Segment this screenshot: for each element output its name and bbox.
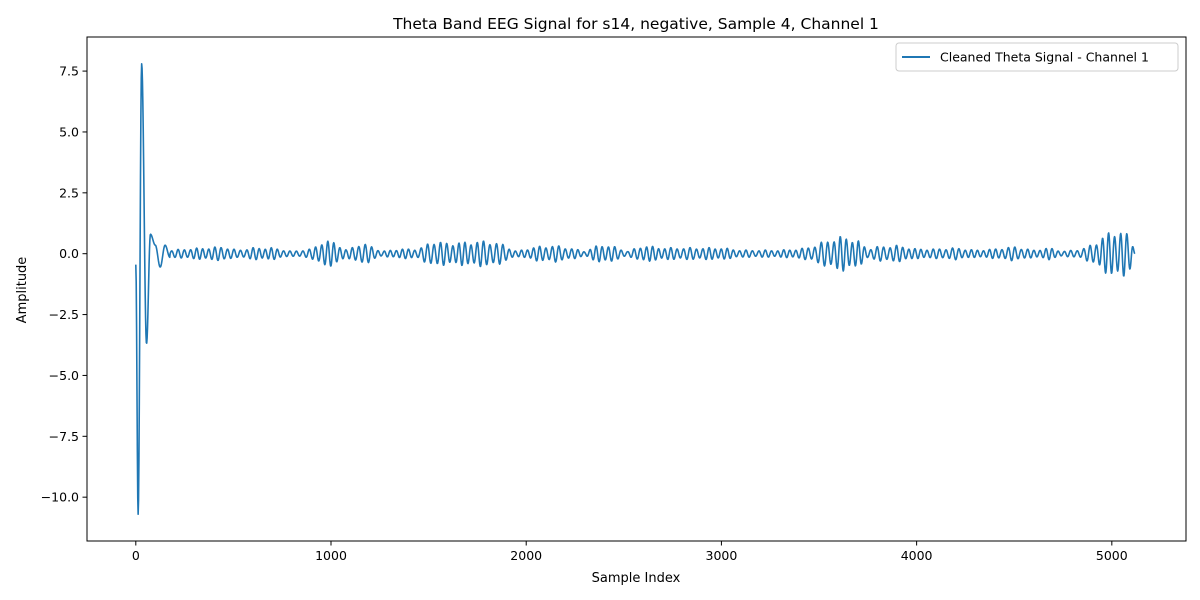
x-tick-label: 3000 (706, 548, 738, 563)
y-tick-label: 5.0 (59, 124, 79, 139)
x-tick-label: 2000 (510, 548, 542, 563)
y-tick-label: −2.5 (49, 307, 79, 322)
x-tick-label: 4000 (901, 548, 933, 563)
chart-title: Theta Band EEG Signal for s14, negative,… (392, 15, 879, 33)
y-tick-label: 0.0 (59, 246, 79, 261)
x-tick-label: 0 (132, 548, 140, 563)
x-tick-label: 5000 (1096, 548, 1128, 563)
legend: Cleaned Theta Signal - Channel 1 (895, 42, 1179, 72)
plot-area: 0 1000 2000 3000 4000 5000 −10.0 −7.5 −5.0 −2.5 0.… (41, 36, 1187, 563)
axes-frame (86, 36, 1187, 542)
y-tick-label: 7.5 (59, 64, 79, 79)
x-axis-label: Sample Index (592, 571, 681, 586)
y-tick-label: −10.0 (41, 490, 79, 505)
legend-label: Cleaned Theta Signal - Channel 1 (940, 50, 1149, 65)
y-tick-label: −7.5 (49, 429, 79, 444)
y-tick-label: 2.5 (59, 185, 79, 200)
legend-box (895, 42, 1179, 72)
x-tick-label: 1000 (315, 548, 347, 563)
series-line-theta (135, 62, 1136, 516)
y-axis-label: Amplitude (15, 257, 30, 324)
y-tick-label: −5.0 (49, 368, 79, 383)
